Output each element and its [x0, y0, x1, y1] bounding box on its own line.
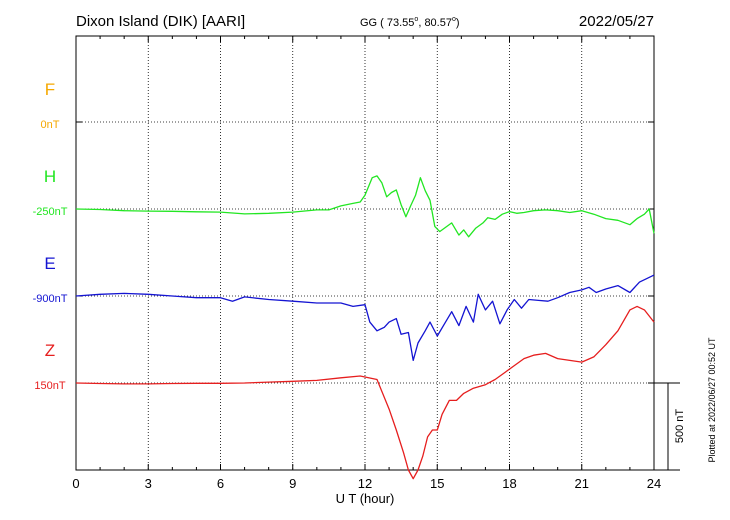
x-tick-label: 9 [289, 476, 296, 491]
degree-mark: o [414, 16, 418, 23]
x-tick-label: 3 [145, 476, 152, 491]
plotted-timestamp: Plotted at 2022/06/27 00:52 UT [707, 337, 717, 463]
degree-mark: o [452, 16, 456, 23]
coords-prefix: GG ( 73.55 [360, 17, 414, 29]
grid [76, 36, 654, 470]
series-name-e: E [44, 254, 55, 273]
x-tick-label: 15 [430, 476, 444, 491]
series-name-z: Z [45, 341, 55, 360]
station-title: Dixon Island (DIK) [AARI] [76, 13, 245, 30]
scale-bar-label: 500 nT [674, 409, 686, 444]
series-baseline-f: 0nT [41, 119, 60, 131]
series-lines [75, 175, 655, 480]
chart-date: 2022/05/27 [579, 13, 654, 30]
series-line-h [75, 175, 655, 238]
series-name-f: F [45, 80, 55, 99]
scale-bar: 500 nT [654, 382, 686, 471]
x-tick-label: 6 [217, 476, 224, 491]
x-axis-label: U T (hour) [336, 491, 395, 506]
coords-sep: , 80.57 [418, 17, 452, 29]
series-line-e [75, 274, 655, 362]
x-tick-label: 18 [502, 476, 516, 491]
series-baseline-h: -250nT [33, 206, 68, 218]
x-tick-label: 12 [358, 476, 372, 491]
series-name-h: H [44, 167, 56, 186]
x-axis-ticks: 0 3 6 9 12 15 18 21 24 [72, 36, 661, 491]
series-line-z [75, 305, 655, 480]
series-baseline-e: -900nT [33, 293, 68, 305]
svg-text:GG ( 73.55o, 80.57o): GG ( 73.55o, 80.57o) [360, 16, 460, 29]
series-baseline-z: 150nT [34, 380, 65, 392]
x-tick-label: 24 [647, 476, 661, 491]
coords-suffix: ) [456, 17, 460, 29]
coordinates-label: GG ( 73.55o, 80.57o) [360, 16, 460, 29]
series-labels: F 0nT H -250nT E -900nT Z 150nT [33, 80, 68, 392]
x-tick-label: 0 [72, 476, 79, 491]
x-tick-label: 21 [575, 476, 589, 491]
